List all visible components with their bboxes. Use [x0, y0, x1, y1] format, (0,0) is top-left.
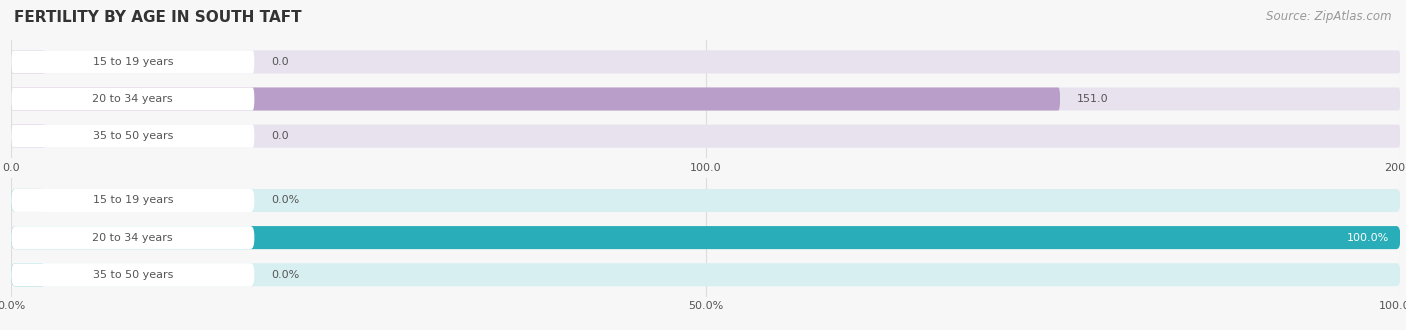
Text: 15 to 19 years: 15 to 19 years — [93, 57, 173, 67]
FancyBboxPatch shape — [11, 125, 1400, 148]
FancyBboxPatch shape — [11, 125, 46, 148]
FancyBboxPatch shape — [11, 50, 46, 73]
Text: 35 to 50 years: 35 to 50 years — [93, 131, 173, 141]
FancyBboxPatch shape — [11, 189, 254, 212]
Text: 100.0%: 100.0% — [1347, 233, 1389, 243]
FancyBboxPatch shape — [11, 263, 254, 286]
Text: 0.0%: 0.0% — [271, 270, 299, 280]
FancyBboxPatch shape — [11, 125, 254, 148]
FancyBboxPatch shape — [11, 226, 254, 249]
FancyBboxPatch shape — [11, 87, 254, 111]
FancyBboxPatch shape — [11, 226, 1400, 249]
FancyBboxPatch shape — [11, 189, 1400, 212]
Text: 20 to 34 years: 20 to 34 years — [93, 94, 173, 104]
FancyBboxPatch shape — [11, 87, 1060, 111]
FancyBboxPatch shape — [11, 263, 1400, 286]
Text: 20 to 34 years: 20 to 34 years — [93, 233, 173, 243]
Text: 0.0: 0.0 — [271, 57, 288, 67]
FancyBboxPatch shape — [11, 50, 1400, 73]
Text: Source: ZipAtlas.com: Source: ZipAtlas.com — [1267, 10, 1392, 23]
Text: 151.0: 151.0 — [1077, 94, 1108, 104]
Text: 0.0%: 0.0% — [271, 195, 299, 206]
Text: 15 to 19 years: 15 to 19 years — [93, 195, 173, 206]
Text: 35 to 50 years: 35 to 50 years — [93, 270, 173, 280]
FancyBboxPatch shape — [11, 50, 254, 73]
Text: FERTILITY BY AGE IN SOUTH TAFT: FERTILITY BY AGE IN SOUTH TAFT — [14, 10, 302, 25]
FancyBboxPatch shape — [11, 226, 1400, 249]
FancyBboxPatch shape — [11, 87, 1400, 111]
FancyBboxPatch shape — [11, 189, 46, 212]
FancyBboxPatch shape — [11, 263, 46, 286]
Text: 0.0: 0.0 — [271, 131, 288, 141]
